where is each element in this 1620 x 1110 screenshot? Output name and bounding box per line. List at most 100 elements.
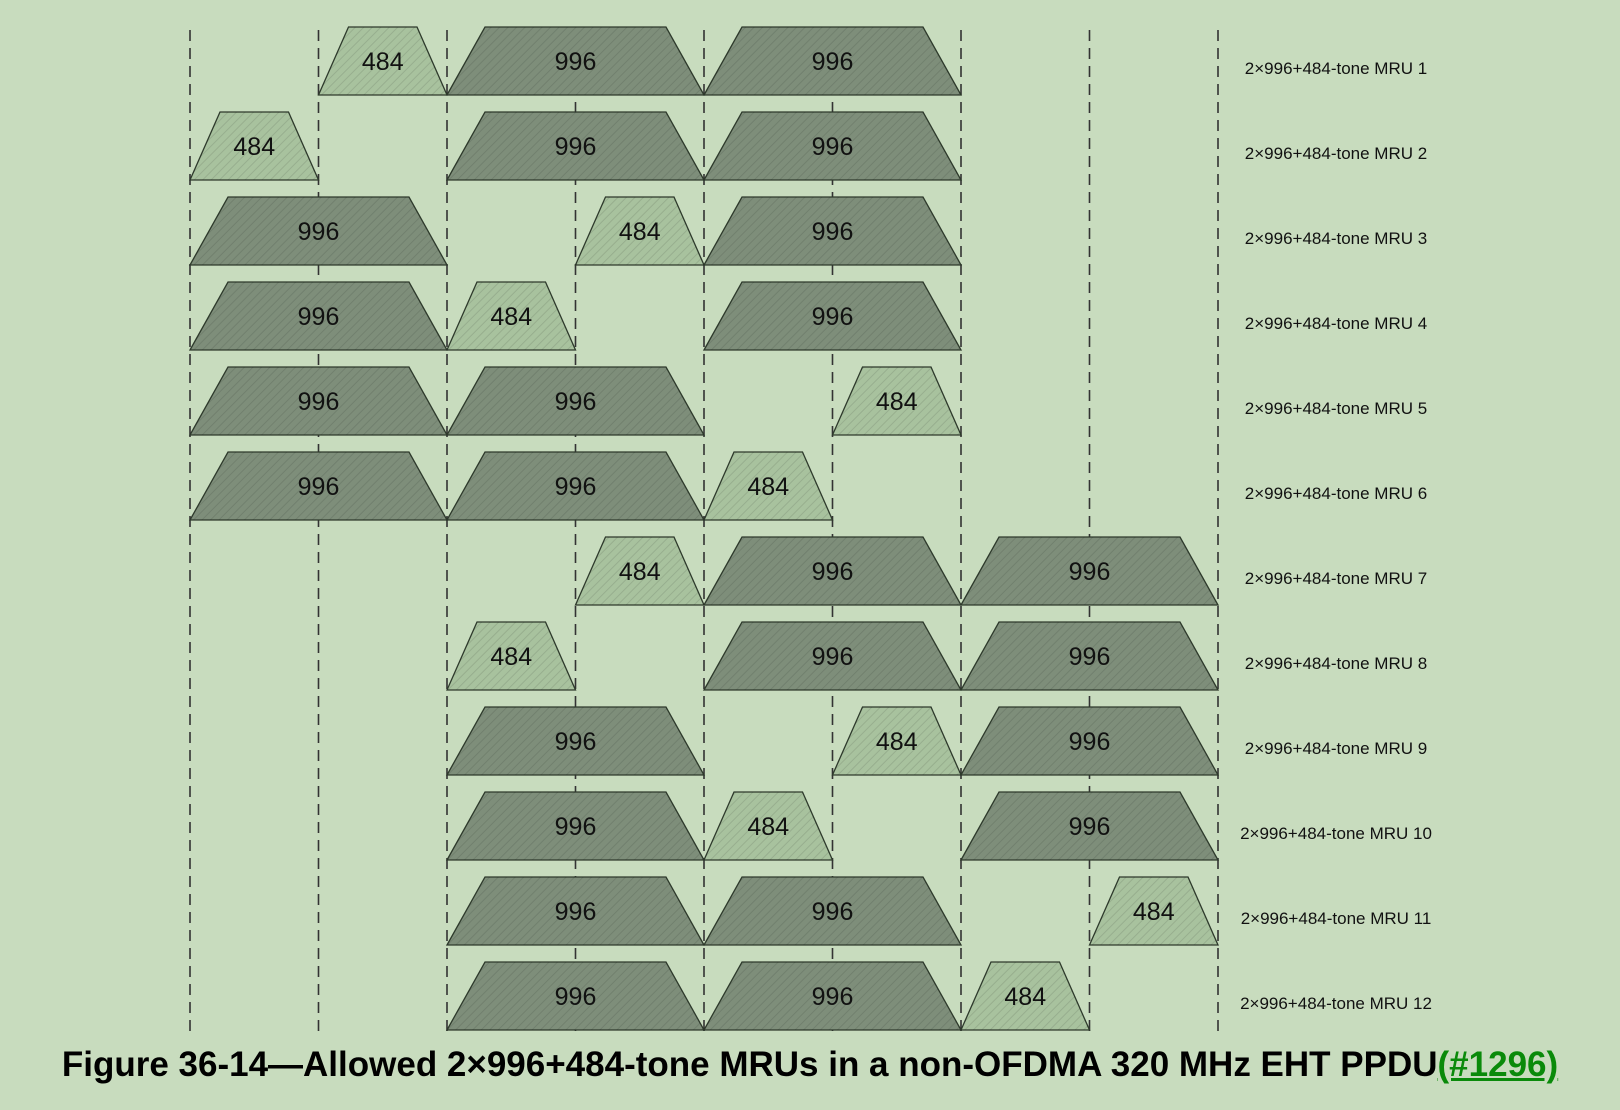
ru-block-hatch xyxy=(961,962,1090,1030)
ru-block-996: 996 xyxy=(188,451,449,521)
mru-row: 484 996 996 2×996+484-tone MRU 7 xyxy=(574,536,1427,606)
ru-block-hatch xyxy=(318,27,447,95)
ru-block-996: 996 xyxy=(188,366,449,436)
ru-block-hatch xyxy=(575,197,704,265)
mru-row-label: 2×996+484-tone MRU 2 xyxy=(1245,144,1427,163)
mru-row: 996 484 996 2×996+484-tone MRU 10 xyxy=(445,791,1432,861)
ru-block-996: 996 xyxy=(445,26,706,96)
mru-row: 484 996 996 2×996+484-tone MRU 8 xyxy=(446,621,1427,691)
ru-block-hatch xyxy=(190,197,447,265)
ru-block-996: 996 xyxy=(702,26,963,96)
mru-row: 996 996 484 2×996+484-tone MRU 5 xyxy=(188,366,1427,436)
mru-row-label: 2×996+484-tone MRU 5 xyxy=(1245,399,1427,418)
ru-block-996: 996 xyxy=(702,961,963,1031)
ru-block-996: 996 xyxy=(702,196,963,266)
ru-size-label: 996 xyxy=(298,388,340,416)
caption-reference-link[interactable]: (#1296) xyxy=(1437,1045,1559,1084)
ru-block-hatch xyxy=(447,367,704,435)
ru-block-hatch xyxy=(447,877,704,945)
mru-row-label: 2×996+484-tone MRU 12 xyxy=(1240,994,1432,1013)
mru-row-label: 2×996+484-tone MRU 3 xyxy=(1245,229,1427,248)
ru-block-hatch xyxy=(447,452,704,520)
ru-size-label: 484 xyxy=(619,218,661,246)
ru-block-hatch xyxy=(190,112,319,180)
caption-text: Figure 36-14—Allowed 2×996+484-tone MRUs… xyxy=(61,1045,1438,1084)
ru-block-hatch xyxy=(704,27,961,95)
mru-row-label: 2×996+484-tone MRU 1 xyxy=(1245,59,1427,78)
ru-size-label: 996 xyxy=(555,813,597,841)
ru-block-484: 484 xyxy=(703,451,834,521)
mru-row: 996 996 484 2×996+484-tone MRU 12 xyxy=(445,961,1432,1031)
ru-block-996: 996 xyxy=(188,281,449,351)
ru-block-hatch xyxy=(704,792,833,860)
ru-block-hatch xyxy=(704,112,961,180)
ru-block-hatch xyxy=(190,452,447,520)
ru-block-484: 484 xyxy=(446,281,577,351)
ru-block-hatch xyxy=(190,367,447,435)
ru-size-label: 996 xyxy=(1069,813,1111,841)
ru-size-label: 996 xyxy=(1069,728,1111,756)
ru-block-hatch xyxy=(704,197,961,265)
ru-block-484: 484 xyxy=(960,961,1091,1031)
ru-block-hatch xyxy=(832,367,961,435)
ru-block-hatch xyxy=(447,707,704,775)
ru-size-label: 996 xyxy=(812,643,854,671)
mru-row: 996 996 484 2×996+484-tone MRU 6 xyxy=(188,451,1427,521)
ru-block-hatch xyxy=(1089,877,1218,945)
ru-size-label: 996 xyxy=(812,558,854,586)
ru-size-label: 484 xyxy=(490,303,532,331)
ru-block-996: 996 xyxy=(959,706,1220,776)
ru-size-label: 484 xyxy=(876,728,918,756)
ru-block-996: 996 xyxy=(702,876,963,946)
ru-size-label: 484 xyxy=(233,133,275,161)
ru-size-label: 996 xyxy=(812,303,854,331)
ru-block-hatch xyxy=(961,707,1218,775)
ru-block-484: 484 xyxy=(317,26,448,96)
mru-row-label: 2×996+484-tone MRU 4 xyxy=(1245,314,1427,333)
ru-size-label: 484 xyxy=(619,558,661,586)
mru-row-label: 2×996+484-tone MRU 8 xyxy=(1245,654,1427,673)
mru-row: 996 996 484 2×996+484-tone MRU 11 xyxy=(445,876,1432,946)
ru-size-label: 484 xyxy=(1004,983,1046,1011)
ru-size-label: 996 xyxy=(555,728,597,756)
mru-row-label: 2×996+484-tone MRU 10 xyxy=(1240,824,1432,843)
ru-size-label: 996 xyxy=(555,48,597,76)
mru-row: 484 996 996 2×996+484-tone MRU 1 xyxy=(317,26,1427,96)
mru-row-label: 2×996+484-tone MRU 11 xyxy=(1241,909,1432,928)
ru-size-label: 996 xyxy=(298,473,340,501)
mru-row: 996 484 996 2×996+484-tone MRU 4 xyxy=(188,281,1427,351)
ru-block-996: 996 xyxy=(702,281,963,351)
ru-block-hatch xyxy=(447,962,704,1030)
ru-block-484: 484 xyxy=(446,621,577,691)
ru-size-label: 996 xyxy=(298,218,340,246)
mru-row-label: 2×996+484-tone MRU 6 xyxy=(1245,484,1427,503)
ru-size-label: 996 xyxy=(812,898,854,926)
ru-block-hatch xyxy=(447,112,704,180)
ru-block-484: 484 xyxy=(703,791,834,861)
ru-block-484: 484 xyxy=(189,111,320,181)
ru-size-label: 996 xyxy=(812,48,854,76)
ru-size-label: 484 xyxy=(490,643,532,671)
ru-size-label: 996 xyxy=(298,303,340,331)
mru-row: 996 484 996 2×996+484-tone MRU 9 xyxy=(445,706,1427,776)
ru-block-996: 996 xyxy=(959,621,1220,691)
ru-block-996: 996 xyxy=(445,961,706,1031)
ru-block-484: 484 xyxy=(574,196,705,266)
ru-block-hatch xyxy=(961,537,1218,605)
ru-block-484: 484 xyxy=(1088,876,1219,946)
ru-block-hatch xyxy=(961,792,1218,860)
ru-size-label: 484 xyxy=(876,388,918,416)
ru-block-hatch xyxy=(447,622,576,690)
ru-block-996: 996 xyxy=(445,111,706,181)
ru-block-hatch xyxy=(447,282,576,350)
ru-size-label: 996 xyxy=(812,133,854,161)
ru-size-label: 996 xyxy=(555,388,597,416)
ru-size-label: 996 xyxy=(555,898,597,926)
mru-row: 484 996 996 2×996+484-tone MRU 2 xyxy=(189,111,1427,181)
mru-row-label: 2×996+484-tone MRU 9 xyxy=(1245,739,1427,758)
mru-diagram: 484 996 996 2×996+484-tone MRU 1 484 996 996 2×… xyxy=(188,26,1432,1032)
ru-block-hatch xyxy=(704,877,961,945)
ru-block-996: 996 xyxy=(959,536,1220,606)
ru-block-996: 996 xyxy=(702,536,963,606)
mru-row: 996 484 996 2×996+484-tone MRU 3 xyxy=(188,196,1427,266)
